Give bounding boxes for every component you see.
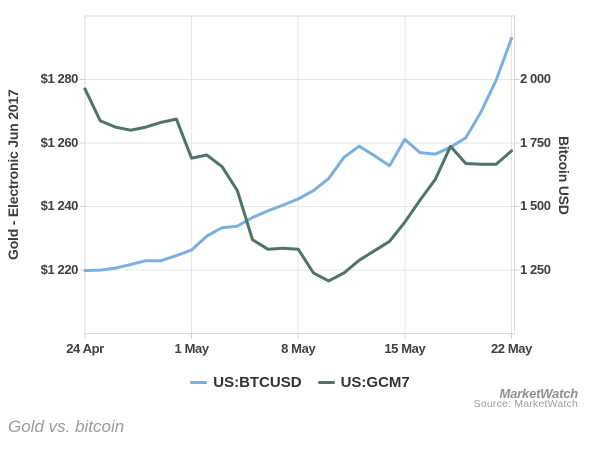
y-axis-right-tick-label: 1 500 — [520, 198, 551, 214]
series-line-us-gcm7 — [83, 87, 513, 283]
legend: US:BTCUSD US:GCM7 — [0, 374, 600, 391]
x-axis-tick-label: 24 Apr — [66, 341, 104, 356]
x-axis-tick-label: 22 May — [490, 341, 532, 356]
plot-area — [80, 15, 520, 339]
x-axis-tick-label: 8 May — [281, 341, 316, 356]
source-attribution: Source: MarketWatch — [473, 398, 578, 410]
y-axis-left-tick-label: $1 220 — [40, 261, 79, 277]
caption: Gold vs. bitcoin — [8, 417, 125, 436]
y-axis-right-tick-label: 1 250 — [520, 261, 551, 277]
series-line-us-btcusd — [83, 36, 513, 273]
y-axis-left-tick-label: $1 260 — [40, 134, 79, 150]
y-axis-right-tick-label: 2 000 — [520, 71, 551, 87]
plot-border — [84, 15, 515, 334]
x-axis-tick-label: 15 May — [384, 341, 426, 356]
y-axis-right-tick-label: 1 750 — [520, 134, 551, 150]
legend-label-gcm7: US:GCM7 — [340, 374, 410, 391]
legend-item-gcm7[interactable]: US:GCM7 — [317, 374, 410, 391]
x-axis-tick-label: 1 May — [174, 341, 210, 356]
marketwatch-logo: MarketWatch — [499, 386, 579, 401]
y-axis-left-tick-label: $1 240 — [40, 198, 79, 214]
legend-label-btcusd: US:BTCUSD — [213, 374, 302, 391]
y-axis-right-title: Bitcoin USD — [556, 135, 572, 215]
btcusd-line-swatch-icon — [190, 381, 208, 384]
y-axis-left-tick-label: $1 280 — [40, 71, 79, 87]
legend-item-btcusd[interactable]: US:BTCUSD — [190, 374, 302, 391]
gcm7-line-swatch-icon — [317, 381, 335, 384]
y-axis-left-title: Gold - Electronic Jun 2017 — [5, 89, 21, 261]
